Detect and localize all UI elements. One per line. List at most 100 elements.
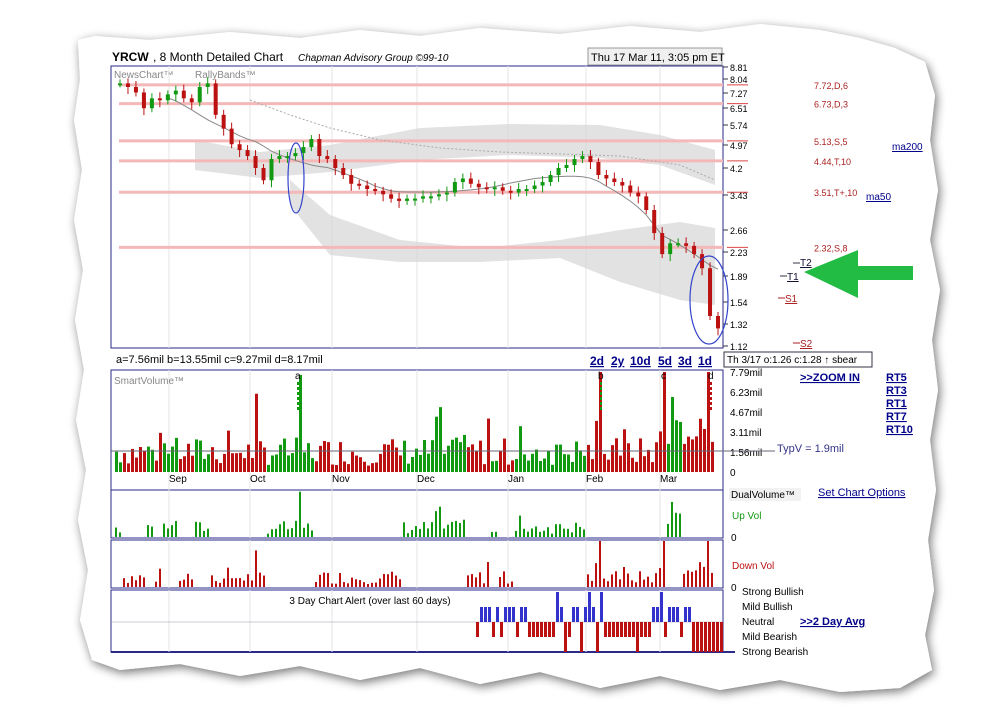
range-button-10d[interactable]: 10d	[630, 354, 651, 368]
ma50-link[interactable]: ma50	[866, 192, 891, 203]
volume-bar	[579, 450, 582, 472]
volume-bar	[527, 460, 530, 472]
volume-bar	[675, 420, 678, 472]
alert-bar	[708, 622, 711, 652]
candle-body	[452, 182, 457, 193]
volume-bar	[467, 447, 470, 472]
range-button-1d[interactable]: 1d	[698, 354, 712, 368]
alert-bar	[548, 622, 551, 637]
volume-bar	[183, 456, 186, 472]
candle-body	[397, 198, 402, 201]
down-volume-bar	[683, 573, 685, 587]
two-day-avg-link[interactable]: >>2 Day Avg	[800, 616, 865, 628]
candle-body	[636, 192, 641, 197]
alert-bar	[600, 592, 603, 622]
volume-bar	[551, 464, 554, 472]
down-volume-bar	[383, 574, 385, 587]
alert-bar	[656, 607, 659, 622]
alert-bar	[492, 622, 495, 637]
candle-body	[141, 92, 146, 109]
down-volume-bar	[631, 580, 633, 587]
range-button-5d[interactable]: 5d	[658, 354, 672, 368]
down-volume-bar	[651, 582, 653, 587]
up-volume-bar	[539, 531, 541, 537]
price-tick-label: 1.89	[730, 272, 748, 282]
price-tick-label: 3.43	[730, 191, 748, 201]
up-volume-bar	[303, 527, 305, 537]
volume-bar	[199, 440, 202, 472]
volume-bar	[231, 453, 234, 472]
candle-body	[596, 162, 601, 176]
rt-link-rt3[interactable]: RT3	[886, 385, 907, 397]
candle-body	[133, 87, 138, 93]
rt-link-rt5[interactable]: RT5	[886, 372, 907, 384]
stop-s2[interactable]: S2	[800, 339, 813, 350]
month-label: Sep	[169, 474, 187, 485]
target-t2[interactable]: T2	[800, 258, 812, 269]
up-volume-bar	[575, 522, 577, 537]
alert-bar	[540, 622, 543, 637]
candle-body	[676, 243, 681, 246]
volume-bar	[343, 461, 346, 472]
up-volume-bar	[199, 522, 201, 537]
rally-band	[195, 124, 715, 185]
price-tick-label: 4.2	[730, 164, 743, 174]
level-label: 4.44,T,10	[814, 157, 851, 167]
candle-body	[181, 90, 186, 99]
target-t1[interactable]: T1	[787, 272, 799, 283]
alert-bar	[576, 607, 579, 622]
candle-body	[213, 83, 218, 115]
volume-bar	[567, 454, 570, 472]
candle-body	[484, 187, 489, 190]
up-volume-bar	[523, 528, 525, 537]
up-volume-bar	[195, 521, 197, 537]
up-volume-bar	[571, 532, 573, 537]
down-volume-bar	[155, 581, 157, 587]
candle-body	[373, 189, 378, 192]
ma200-link[interactable]: ma200	[892, 142, 923, 153]
up-volume-bar	[295, 520, 297, 537]
range-button-2y[interactable]: 2y	[611, 354, 625, 368]
volume-bar	[671, 396, 674, 472]
volume-bar	[167, 453, 170, 472]
stop-s1[interactable]: S1	[785, 294, 798, 305]
price-tick-label: 1.32	[730, 320, 748, 330]
volume-bar	[663, 372, 666, 472]
set-chart-options-link[interactable]: Set Chart Options	[818, 487, 906, 499]
up-volume-bar	[163, 523, 165, 537]
alert-bar	[632, 622, 635, 637]
rt-link-rt7[interactable]: RT7	[886, 411, 907, 423]
zoom-in-link[interactable]: >>ZOOM IN	[800, 372, 860, 384]
volume-bar	[447, 445, 450, 472]
down-volume-bar	[663, 541, 665, 587]
volume-bar	[251, 457, 254, 472]
volume-bar	[355, 455, 358, 472]
down-volume-bar	[231, 578, 233, 587]
down-volume-bar	[639, 571, 641, 587]
volume-bar	[339, 442, 342, 472]
chart-period: , 8 Month Detailed Chart	[153, 50, 284, 64]
down-volume-bar	[327, 573, 329, 587]
volume-bar	[503, 438, 506, 472]
volume-bar	[711, 441, 714, 472]
highlight-mar-ellipse	[689, 255, 729, 345]
rt-link-rt1[interactable]: RT1	[886, 398, 907, 410]
range-button-2d[interactable]: 2d	[590, 354, 604, 368]
down-volume-bar	[363, 582, 365, 587]
down-volume-bar	[331, 583, 333, 587]
rt-link-rt10[interactable]: RT10	[886, 424, 913, 436]
down-volume-bar	[315, 581, 317, 587]
volume-bar	[583, 455, 586, 472]
range-button-3d[interactable]: 3d	[678, 354, 692, 368]
alert-bar	[488, 607, 491, 622]
candle-body	[476, 183, 481, 188]
up-volume-bar	[527, 531, 529, 537]
up-volume-bar	[423, 522, 425, 537]
alert-bar	[596, 622, 599, 652]
volume-bar	[187, 443, 190, 472]
up-volume-bar	[151, 526, 153, 537]
volume-bar	[703, 428, 706, 472]
up-volume-bar	[271, 529, 273, 537]
